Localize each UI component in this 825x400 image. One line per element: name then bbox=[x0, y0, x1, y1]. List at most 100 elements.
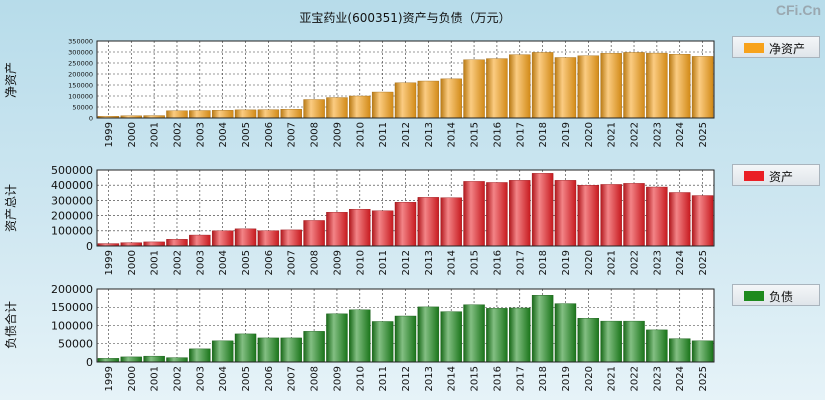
xtick-label: 2009 bbox=[332, 366, 343, 391]
xtick-label: 2001 bbox=[150, 122, 161, 147]
bar-total-assets-2007 bbox=[280, 229, 302, 247]
bar-net-assets-2014 bbox=[440, 78, 462, 119]
ytick-label: 150000 bbox=[68, 81, 93, 89]
bar-net-assets-2015 bbox=[463, 59, 485, 119]
xtick-label: 2017 bbox=[515, 366, 526, 391]
bar-liabilities-2021 bbox=[600, 320, 622, 363]
legend-net-assets-swatch bbox=[744, 43, 764, 53]
bar-total-assets-2001 bbox=[143, 241, 165, 247]
xtick-label: 2004 bbox=[218, 250, 229, 275]
bar-total-assets-2003 bbox=[189, 234, 211, 247]
xtick-label: 2005 bbox=[241, 366, 252, 391]
xtick-label: 2021 bbox=[607, 366, 618, 391]
xtick-label: 2020 bbox=[584, 366, 595, 391]
bar-liabilities-2016 bbox=[486, 308, 508, 363]
bar-total-assets-2019 bbox=[554, 180, 577, 247]
bar-net-assets-2025 bbox=[691, 56, 714, 119]
bar-net-assets-2018 bbox=[531, 52, 554, 119]
bar-total-assets-2018 bbox=[531, 173, 554, 247]
panel-net-assets: 0 50000 100000 150000 200000 250000 300000 3500… bbox=[4, 37, 715, 147]
bar-total-assets-2009 bbox=[326, 212, 348, 247]
bar-liabilities-2013 bbox=[417, 306, 440, 363]
bar-total-assets-2011 bbox=[371, 210, 394, 247]
bar-liabilities-2003 bbox=[189, 348, 211, 363]
xtick-label: 2023 bbox=[652, 122, 663, 147]
ytick-label: 250000 bbox=[68, 59, 93, 67]
bar-liabilities-2019 bbox=[554, 303, 577, 363]
bar-net-assets-2007 bbox=[280, 108, 302, 119]
bar-liabilities-2007 bbox=[280, 337, 302, 363]
bar-liabilities-2006 bbox=[257, 337, 280, 363]
xtick-label: 2015 bbox=[470, 250, 481, 275]
xtick-label: 2004 bbox=[218, 366, 229, 391]
xtick-label: 2019 bbox=[561, 122, 572, 147]
xtick-label: 2014 bbox=[447, 250, 458, 275]
xtick-label: 2013 bbox=[424, 250, 435, 275]
bar-liabilities-2024 bbox=[669, 338, 691, 363]
legend-liabilities: 负债 bbox=[732, 284, 820, 306]
bar-liabilities-2020 bbox=[577, 318, 600, 363]
bar-total-assets-2004 bbox=[211, 230, 234, 247]
xtick-label: 2018 bbox=[538, 366, 549, 391]
xtick-label: 2016 bbox=[492, 366, 503, 391]
bar-total-assets-2024 bbox=[669, 192, 691, 247]
bar-total-assets-2010 bbox=[349, 209, 371, 247]
bar-total-assets-2020 bbox=[577, 184, 600, 247]
ytick-label: 300000 bbox=[51, 194, 93, 207]
xtick-label: 2011 bbox=[378, 122, 389, 147]
xtick-label: 2018 bbox=[538, 250, 549, 275]
xtick-label: 2016 bbox=[492, 250, 503, 275]
watermark: CFi.Cn bbox=[775, 2, 821, 18]
xtick-label: 2013 bbox=[424, 122, 435, 147]
bar-liabilities-2023 bbox=[646, 329, 668, 363]
panel-liabilities: 0 50000 100000 150000 200000 1999 2000 2001 2002… bbox=[3, 283, 715, 391]
xtick-label: 2006 bbox=[264, 122, 275, 147]
xtick-label: 2000 bbox=[127, 250, 138, 275]
bar-net-assets-2005 bbox=[234, 109, 257, 119]
ytick-label: 500000 bbox=[51, 164, 93, 177]
xtick-label: 2015 bbox=[470, 366, 481, 391]
xtick-label: 2001 bbox=[150, 366, 161, 391]
ytick-label: 100000 bbox=[68, 92, 93, 100]
bar-net-assets-2002 bbox=[166, 110, 188, 119]
ytick-label: 0 bbox=[86, 356, 93, 369]
ylabel-net-assets: 净资产 bbox=[4, 62, 18, 98]
xtick-label: 2018 bbox=[538, 122, 549, 147]
legend-liabilities-swatch bbox=[744, 291, 764, 301]
plot-border-liabilities bbox=[96, 288, 715, 363]
bar-total-assets-2014 bbox=[440, 197, 462, 247]
legend-total-assets-label: 资产 bbox=[769, 170, 794, 184]
legend-liabilities-label: 负债 bbox=[769, 290, 794, 304]
xtick-label: 1999 bbox=[104, 366, 115, 391]
bar-total-assets-2015 bbox=[463, 181, 485, 247]
xtick-label: 2024 bbox=[675, 250, 686, 275]
xtick-label: 2017 bbox=[515, 122, 526, 147]
bar-liabilities-2014 bbox=[440, 311, 462, 363]
ytick-label: 0 bbox=[86, 240, 93, 253]
xtick-label: 2023 bbox=[652, 366, 663, 391]
bar-liabilities-2000 bbox=[120, 356, 142, 363]
xtick-label: 2006 bbox=[264, 250, 275, 275]
legend-total-assets: 资产 bbox=[732, 164, 820, 186]
xtick-label: 2021 bbox=[607, 122, 618, 147]
bar-net-assets-2011 bbox=[371, 91, 394, 119]
ytick-label: 200000 bbox=[68, 70, 93, 78]
bar-total-assets-2023 bbox=[646, 186, 668, 247]
xtick-label: 2021 bbox=[607, 250, 618, 275]
bar-total-assets-2005 bbox=[234, 228, 257, 247]
ytick-label: 50000 bbox=[58, 338, 93, 351]
bar-total-assets-2006 bbox=[257, 230, 280, 247]
bar-liabilities-2005 bbox=[234, 333, 257, 363]
xtick-label: 2011 bbox=[378, 366, 389, 391]
xtick-label: 2011 bbox=[378, 250, 389, 275]
xtick-label: 2008 bbox=[310, 250, 321, 275]
ytick-label: 300000 bbox=[68, 48, 93, 56]
ytick-label: 400000 bbox=[51, 179, 93, 192]
bar-liabilities-2010 bbox=[349, 309, 371, 363]
xtick-label: 2012 bbox=[401, 122, 412, 147]
bar-liabilities-2004 bbox=[211, 340, 234, 363]
bar-net-assets-2008 bbox=[303, 99, 325, 119]
xtick-label: 2014 bbox=[447, 122, 458, 147]
xtick-label: 2022 bbox=[630, 250, 641, 275]
